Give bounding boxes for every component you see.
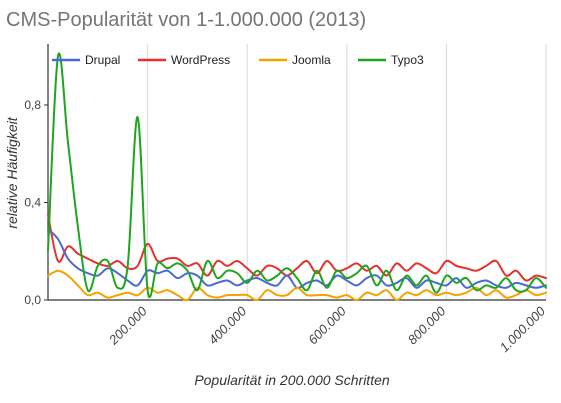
y-tick-label-2: 0,8 [24,98,41,112]
x-tick-label-3: 800.000 [405,303,449,347]
x-axis-label: Popularität in 200.000 Schritten [194,372,390,388]
legend-label-joomla: Joomla [292,53,331,67]
x-tick-label-1: 400.000 [205,303,249,347]
x-tick-label-4: 1.000.000 [497,303,549,355]
axes [47,44,546,301]
series-lines [47,52,547,302]
series-line-typo3 [47,52,547,299]
chart-title: CMS-Popularität von 1-1.000.000 (2013) [6,9,366,31]
x-axis-ticks: 200.000 400.000 600.000 800.000 1.000.000 [105,303,548,355]
legend-label-wordpress: WordPress [171,53,230,67]
y-tick-label-1: 0,4 [24,195,41,209]
legend-label-drupal: Drupal [85,53,120,67]
y-axis-label: relative Häufigkeit [4,116,20,228]
series-line-joomla [47,269,547,302]
x-tick-label-0: 200.000 [105,303,150,348]
y-axis-ticks: 0,0 0,4 0,8 [24,98,48,307]
legend-label-typo3: Typo3 [391,53,424,67]
legend: Drupal WordPress Joomla Typo3 [52,53,424,67]
grid-lines [147,44,547,300]
y-tick-label-0: 0,0 [24,293,41,307]
series-line-wordpress [47,213,547,282]
x-tick-label-2: 600.000 [305,303,349,347]
